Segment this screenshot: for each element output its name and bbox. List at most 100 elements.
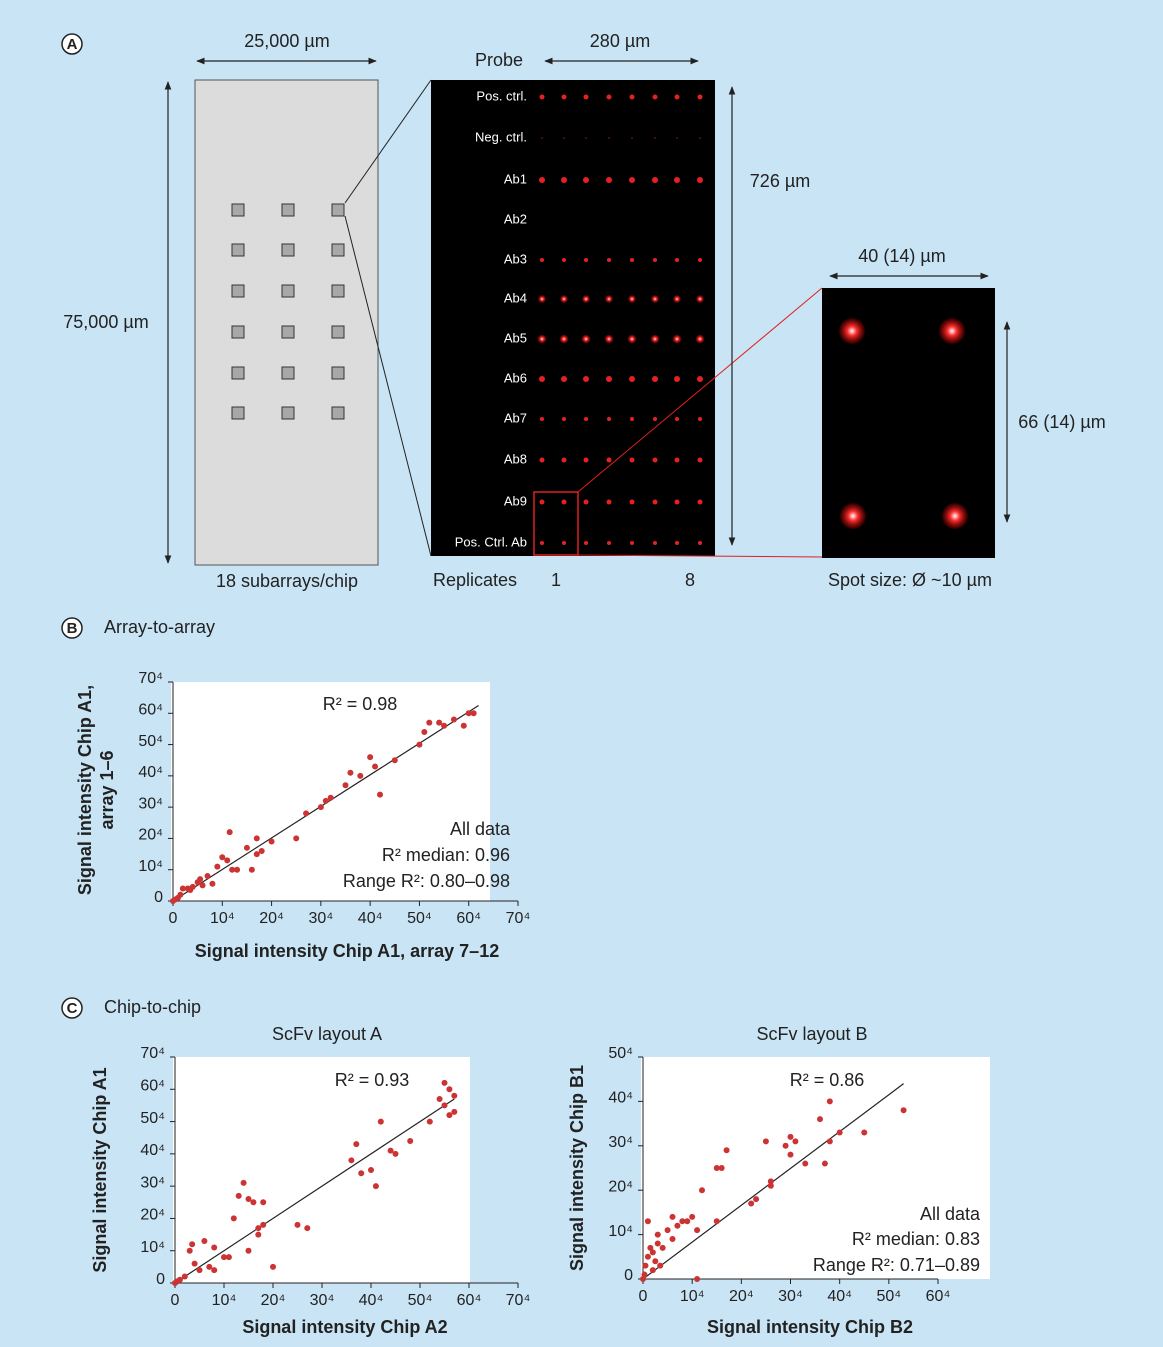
point — [214, 864, 220, 870]
x-tick-label: 70⁴ — [506, 910, 531, 927]
spot — [584, 258, 588, 262]
spot — [538, 335, 547, 344]
spot — [696, 335, 705, 344]
spot — [630, 458, 635, 463]
subarray — [232, 367, 244, 379]
x-tick-label: 0 — [169, 910, 178, 927]
probe-label: Ab6 — [504, 370, 527, 385]
spot — [561, 177, 567, 183]
point — [347, 770, 353, 776]
point — [684, 1218, 690, 1224]
spot — [674, 177, 680, 183]
point — [441, 723, 447, 729]
spot — [540, 95, 545, 100]
point — [373, 1183, 379, 1189]
panel-a: A 25,000 µm 75,000 µm 18 subarrays/chip … — [62, 31, 1106, 591]
dimension-label: 66 (14) µm — [1018, 412, 1105, 432]
spot — [607, 258, 611, 262]
point — [451, 1109, 457, 1115]
spot — [653, 95, 658, 100]
y-tick-label: 40⁴ — [608, 1090, 633, 1107]
point — [416, 742, 422, 748]
subarray — [282, 285, 294, 297]
point — [426, 720, 432, 726]
spot — [606, 177, 612, 183]
spot — [653, 541, 657, 545]
point — [719, 1165, 725, 1171]
point — [861, 1129, 867, 1135]
point — [328, 795, 334, 801]
x-tick-label: 10⁴ — [212, 1292, 237, 1309]
point — [372, 763, 378, 769]
dimension-label: 726 µm — [750, 171, 810, 191]
point — [358, 1170, 364, 1176]
spot — [698, 258, 702, 262]
spot — [607, 541, 611, 545]
point — [645, 1254, 651, 1260]
point — [206, 1264, 212, 1270]
subarray — [232, 407, 244, 419]
spot — [583, 177, 589, 183]
spot — [628, 335, 637, 344]
spot — [676, 137, 678, 139]
point — [304, 1225, 310, 1231]
x-tick-label: 30⁴ — [310, 1292, 335, 1309]
spot — [562, 258, 566, 262]
x-tick-label: 20⁴ — [261, 1292, 286, 1309]
spot — [540, 500, 545, 505]
spot — [584, 500, 589, 505]
point — [901, 1107, 907, 1113]
subarray — [332, 407, 344, 419]
probe-label: Ab1 — [504, 171, 527, 186]
spot — [675, 500, 680, 505]
spot — [605, 295, 613, 303]
point — [655, 1232, 661, 1238]
point — [788, 1152, 794, 1158]
point — [367, 754, 373, 760]
spot — [699, 137, 701, 139]
y-tick-label: 40⁴ — [140, 1142, 165, 1159]
point — [660, 1245, 666, 1251]
point — [246, 1196, 252, 1202]
point — [652, 1258, 658, 1264]
x-tick-label: 20⁴ — [729, 1288, 754, 1305]
point — [650, 1267, 656, 1273]
spot — [562, 95, 567, 100]
spot — [630, 541, 634, 545]
spot — [675, 95, 680, 100]
spot — [541, 137, 543, 139]
subarray — [282, 244, 294, 256]
chart-title: ScFv layout B — [756, 1024, 867, 1044]
spot — [585, 137, 587, 139]
spot — [697, 376, 703, 382]
panel-label: B — [67, 620, 78, 637]
point — [724, 1147, 730, 1153]
point — [378, 1119, 384, 1125]
spot — [583, 376, 589, 382]
point — [231, 1215, 237, 1221]
spot — [562, 500, 567, 505]
point — [421, 729, 427, 735]
y-tick-label: 10⁴ — [140, 1239, 165, 1256]
x-tick-label: 10⁴ — [210, 910, 235, 927]
summary: Range R²: 0.80–0.98 — [343, 871, 510, 891]
point — [226, 1254, 232, 1260]
subarray — [232, 326, 244, 338]
point — [827, 1138, 833, 1144]
spot — [673, 335, 682, 344]
point — [768, 1178, 774, 1184]
subarray — [282, 204, 294, 216]
spot — [675, 417, 679, 421]
probe-label: Ab8 — [504, 451, 527, 466]
y-tick-label: 0 — [624, 1267, 633, 1284]
x-tick-label: 40⁴ — [358, 910, 383, 927]
point — [177, 1277, 183, 1283]
spot — [562, 458, 567, 463]
point — [461, 723, 467, 729]
dimension-label: 25,000 µm — [244, 31, 329, 51]
spot — [582, 335, 591, 344]
spot — [654, 137, 656, 139]
x-tick-label: 30⁴ — [778, 1288, 803, 1305]
point — [392, 757, 398, 763]
spot — [675, 541, 679, 545]
